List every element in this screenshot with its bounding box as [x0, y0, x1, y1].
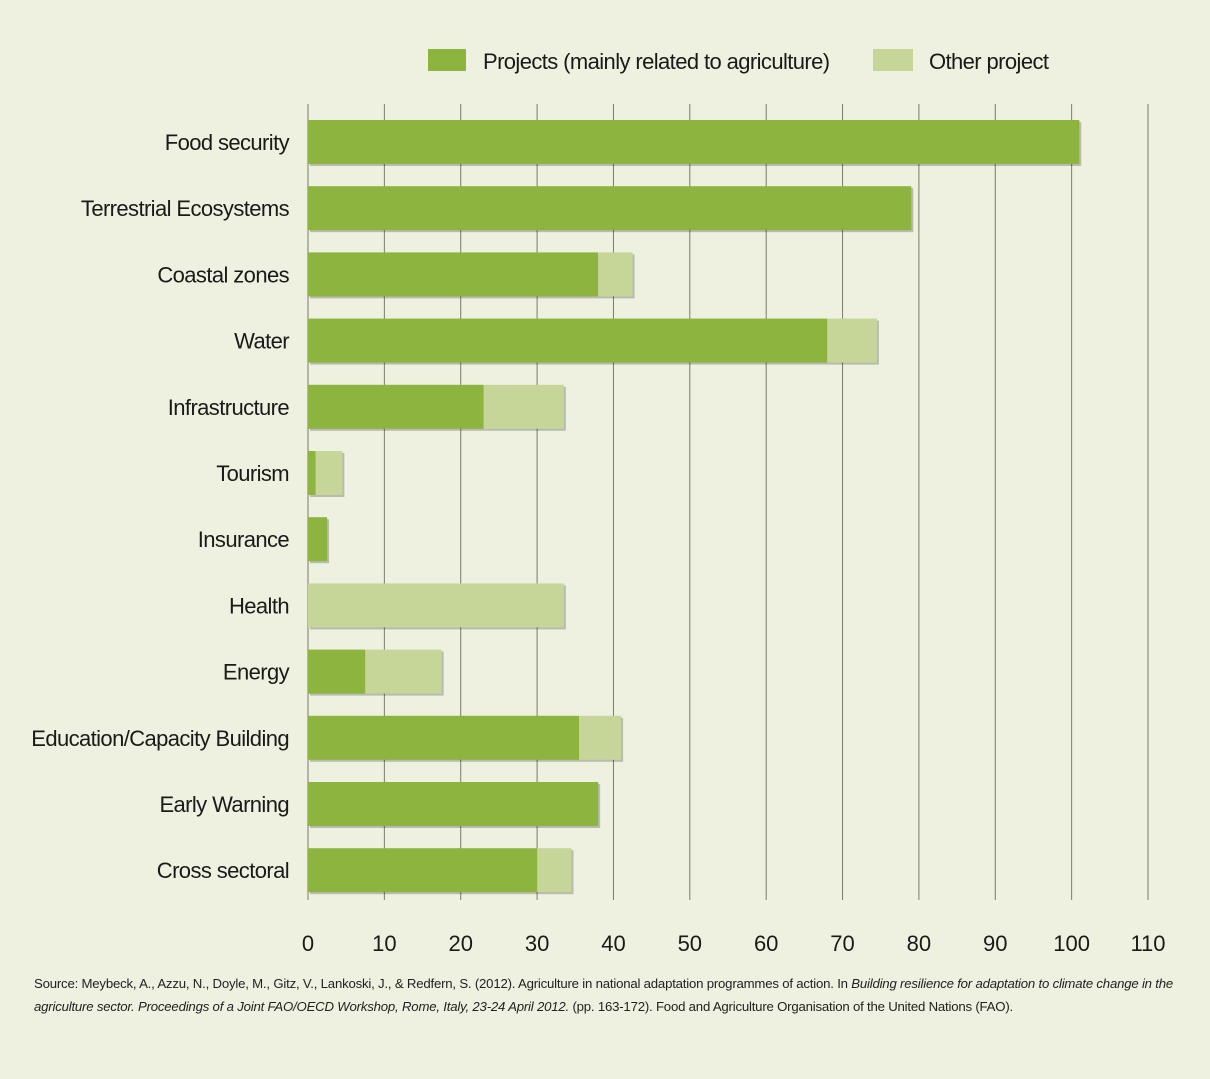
category-label: Energy: [223, 660, 290, 685]
bar-agriculture: [308, 120, 1080, 164]
bar-agriculture: [308, 715, 580, 760]
bar-agriculture: [308, 451, 316, 495]
category-label: Early Warning: [159, 792, 289, 817]
grid-lines: [307, 104, 1149, 900]
category-label: Food security: [165, 130, 290, 155]
bar-other: [579, 715, 622, 760]
bar-other: [308, 583, 564, 628]
category-label: Coastal zones: [157, 262, 289, 287]
category-label: Infrastructure: [168, 395, 290, 420]
source-note: Source: Meybeck, A., Azzu, N., Doyle, M.…: [34, 972, 1184, 1018]
legend-label: Other project: [929, 49, 1049, 74]
bar-agriculture: [308, 318, 828, 363]
bar-chart: Food security Terrestrial Ecosystems Coast…: [31, 49, 1166, 956]
x-tick-label: 60: [754, 931, 778, 956]
bar-agriculture: [308, 848, 538, 893]
legend: Projects (mainly related to agriculture)…: [428, 49, 1049, 74]
x-tick-labels: 0 10 20 30 40 50 60 70 80 90 100 110: [302, 931, 1166, 956]
bar-other: [315, 451, 343, 495]
bar-other: [598, 252, 633, 297]
category-label: Terrestrial Ecosystems: [81, 196, 290, 221]
x-tick-label: 70: [830, 931, 854, 956]
category-label: Health: [229, 593, 289, 618]
source-prefix: Source: Meybeck, A., Azzu, N., Doyle, M.…: [34, 976, 852, 991]
bar-other: [537, 848, 572, 893]
bar-agriculture: [308, 517, 328, 562]
category-label: Tourism: [216, 461, 289, 486]
x-tick-label: 0: [302, 931, 314, 956]
bars: [308, 120, 1082, 895]
category-label: Water: [234, 329, 289, 354]
bar-agriculture: [308, 782, 599, 826]
x-tick-label: 40: [601, 931, 625, 956]
bar-other: [365, 649, 442, 694]
x-tick-label: 20: [448, 931, 472, 956]
bar-other: [483, 384, 564, 429]
legend-swatch-agriculture: [428, 49, 466, 71]
x-tick-label: 100: [1053, 931, 1090, 956]
bar-agriculture: [308, 384, 484, 429]
category-label: Cross sectoral: [157, 858, 289, 883]
x-tick-label: 90: [983, 931, 1007, 956]
bar-agriculture: [308, 649, 366, 694]
category-labels: Food security Terrestrial Ecosystems Coast…: [31, 130, 290, 883]
legend-label: Projects (mainly related to agriculture): [483, 49, 829, 74]
bar-other: [827, 318, 877, 363]
x-tick-label: 30: [525, 931, 549, 956]
x-tick-label: 10: [372, 931, 396, 956]
category-label: Education/Capacity Building: [31, 726, 289, 751]
source-title: Building resilience for adaptation to cl…: [34, 976, 1174, 1014]
x-tick-label: 110: [1130, 931, 1165, 956]
x-tick-label: 80: [907, 931, 931, 956]
source-suffix: (pp. 163-172). Food and Agriculture Orga…: [568, 999, 1013, 1014]
bar-agriculture: [308, 186, 912, 231]
legend-swatch-other: [873, 49, 913, 71]
x-tick-label: 50: [678, 931, 702, 956]
bar-agriculture: [308, 252, 599, 297]
category-label: Insurance: [198, 527, 290, 552]
